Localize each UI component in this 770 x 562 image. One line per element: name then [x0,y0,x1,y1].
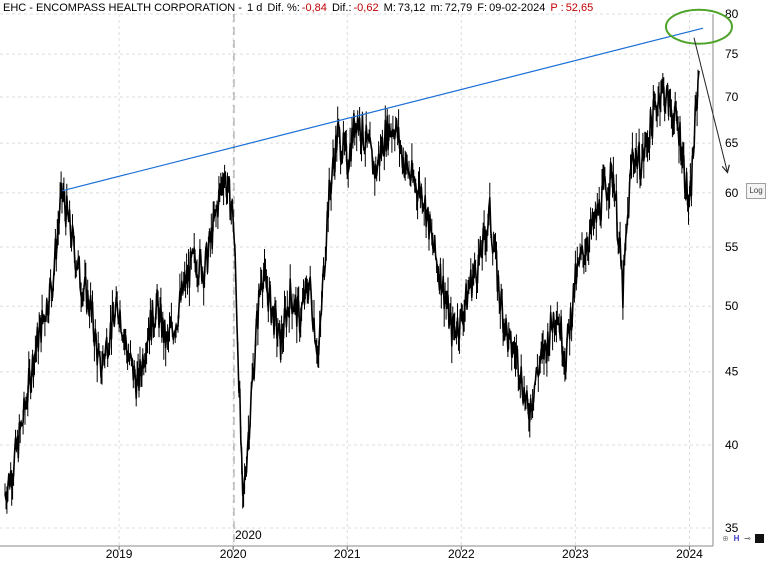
x-tick-label: 2021 [334,547,361,561]
black-square-icon[interactable] [755,534,764,543]
date-label: F: [477,2,488,14]
zoom-button[interactable]: ⊕ [722,534,729,543]
x-tick-label: 2019 [106,547,133,561]
y-tick-label: 70 [725,90,739,104]
min-label: m: [430,2,443,14]
y-tick-label: 40 [725,438,739,452]
scroll-button[interactable]: ⊸ [744,534,751,543]
p-value: 52,65 [565,2,594,14]
price-range-bars [4,69,699,514]
date-value: 09-02-2024 [489,2,546,14]
forecast-arrow-head [721,164,730,174]
dif-label: Dif.: [331,2,352,14]
y-tick-label: 60 [725,186,739,200]
y-tick-label: 65 [725,136,739,150]
x-tick-label: 2020 [220,547,247,561]
divider-label: 2020 [235,528,262,542]
log-scale-button[interactable]: Log [746,183,766,199]
dif-pct-label: Dif. %: [267,2,300,14]
h-button[interactable]: H [733,534,740,543]
y-tick-label: 80 [725,7,739,21]
x-tick-label: 2024 [676,547,703,561]
y-tick-label: 55 [725,240,739,254]
symbol-name: EHC - ENCOMPASS HEALTH CORPORATION - [3,2,242,14]
x-tick-label: 2022 [448,547,475,561]
dif-value: -0,62 [353,2,379,14]
dif-pct-value: -0,84 [301,2,327,14]
p-label: P : [550,2,564,14]
header-info: EHC - ENCOMPASS HEALTH CORPORATION - 1 d… [3,2,595,14]
min-value: 72,79 [444,2,473,14]
y-tick-label: 35 [725,521,739,535]
forecast-arrow[interactable] [693,37,728,173]
y-tick-label: 50 [725,299,739,313]
x-tick-label: 2023 [562,547,589,561]
y-tick-label: 45 [725,365,739,379]
max-label: M: [383,2,396,14]
highlight-ellipse[interactable] [664,8,733,45]
max-value: 73,12 [397,2,426,14]
y-tick-label: 75 [725,47,739,61]
trendline[interactable] [61,27,704,192]
timeframe[interactable]: 1 d [247,2,263,14]
